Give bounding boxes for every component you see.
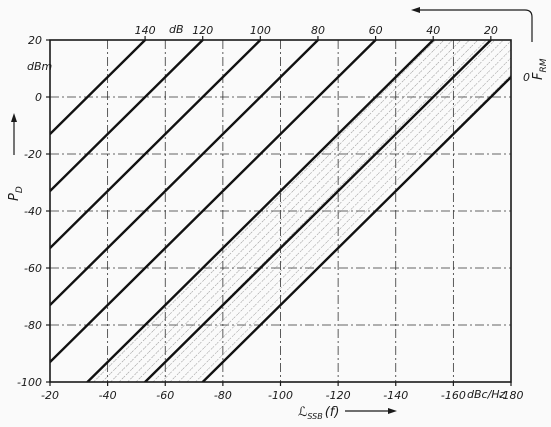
top-axis-title: FRM	[411, 7, 549, 80]
y-tick-label: 20	[28, 34, 42, 47]
svg-text:ℒSSB(f): ℒSSB (f)	[298, 405, 339, 421]
y-axis-title: PD	[7, 113, 25, 201]
top-tick-label: 40	[426, 24, 440, 37]
top-tick-label: 140	[135, 24, 156, 37]
y-tick-label: -40	[24, 205, 42, 218]
series-line-frm-60	[50, 40, 377, 364]
series-line-frm-0	[201, 75, 511, 382]
top-axis-unit: dB	[169, 23, 184, 36]
x-axis-ticks: -20 -40 -60 -80 -100 -120 -140 -160 -180	[41, 382, 523, 402]
x-tick-label: -40	[99, 389, 117, 402]
top-tick-label: 80	[311, 24, 325, 37]
series-line-frm-40	[86, 40, 435, 382]
series-line-frm-20	[143, 40, 493, 382]
x-tick-label: -140	[383, 389, 408, 402]
top-tick-label: 60	[369, 24, 383, 37]
series-line-frm-140	[50, 40, 147, 136]
x-tick-label: -80	[214, 389, 232, 402]
x-tick-label: -60	[156, 389, 174, 402]
x-tick-label: -20	[41, 389, 59, 402]
svg-text:PD: PD	[7, 186, 25, 201]
y-tick-label: -20	[24, 148, 42, 161]
svg-text:FRM: FRM	[531, 58, 549, 80]
series-lines	[50, 40, 511, 382]
x-axis-title: ℒSSB (f)	[298, 405, 397, 421]
y-tick-label: -80	[24, 319, 42, 332]
top-tick-label: 20	[484, 24, 498, 37]
y-tick-label: -100	[17, 376, 42, 389]
y-tick-label: 0	[35, 91, 42, 104]
x-tick-label: -160	[441, 389, 466, 402]
x-axis-unit: dBc/Hz	[467, 388, 506, 401]
series-line-frm-80	[50, 40, 320, 307]
y-tick-label: -60	[24, 262, 42, 275]
y-axis-unit: dBm	[27, 60, 52, 73]
x-tick-label: -100	[268, 389, 293, 402]
x-tick-label: -180	[499, 389, 524, 402]
series-line-frm-100	[50, 40, 262, 250]
top-axis-ticks: 140 120 100 80 60 40 20 0	[135, 24, 530, 84]
top-tick-label: 0	[523, 71, 530, 84]
y-axis-ticks: 20 0 -20 -40 -60 -80 -100	[17, 34, 50, 389]
x-tick-label: -120	[326, 389, 351, 402]
series-line-frm-120	[50, 40, 204, 193]
top-tick-label: 100	[250, 24, 271, 37]
top-tick-label: 120	[192, 24, 213, 37]
